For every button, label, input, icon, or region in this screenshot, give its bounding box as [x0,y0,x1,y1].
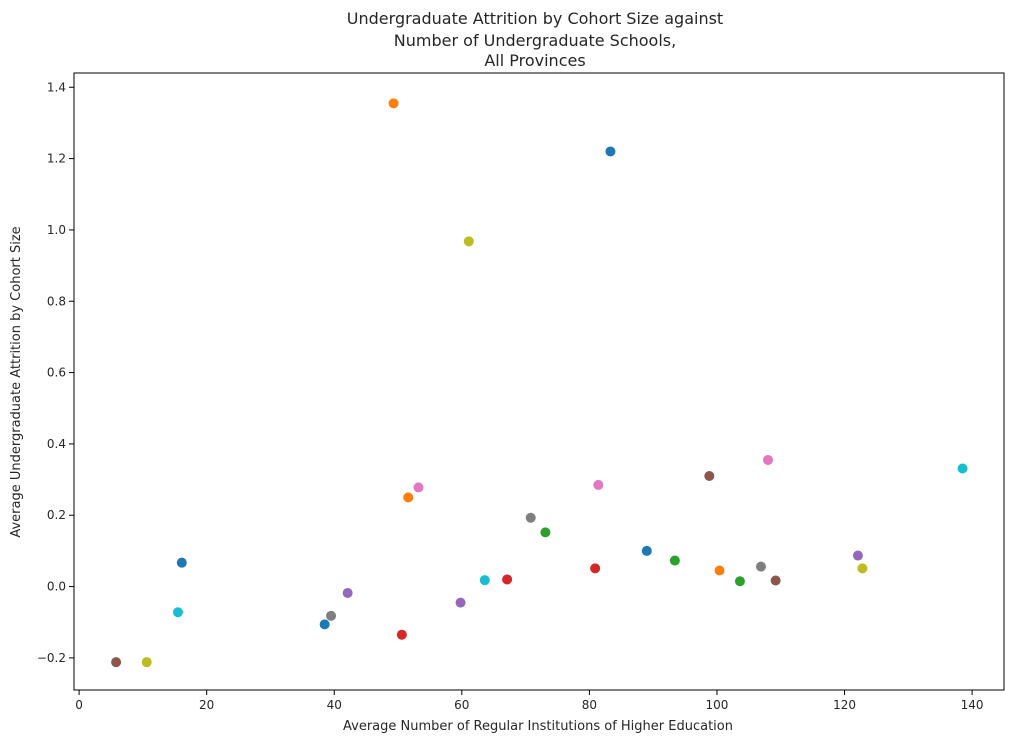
data-point [326,610,337,621]
data-point [172,607,183,618]
data-point [734,576,745,587]
data-point [525,512,536,523]
y-tick-label: 0.4 [47,437,66,451]
data-point [342,587,353,598]
y-tick-label: −0.2 [37,651,66,665]
data-point [857,563,868,574]
y-tick-label: 0.2 [47,508,66,522]
y-tick-label: 0.6 [47,366,66,380]
data-point [319,619,330,630]
data-point [455,597,466,608]
data-point [593,479,604,490]
data-point [388,98,399,109]
x-tick-label: 100 [706,698,729,712]
data-point [479,575,490,586]
y-tick-label: 1.0 [47,223,66,237]
chart-title-line-1: Undergraduate Attrition by Cohort Size a… [347,9,723,28]
x-tick-label: 0 [75,698,83,712]
data-point [605,146,616,157]
x-axis-ticks: 0 20 40 60 80 100 120 140 [75,690,984,712]
data-point [403,492,414,503]
x-tick-label: 40 [327,698,342,712]
plot-frame [73,72,1005,691]
y-tick-label: 0.8 [47,294,66,308]
chart-title-line-2: Number of Undergraduate Schools, [394,31,676,50]
data-point [396,629,407,640]
data-point [463,236,474,247]
data-point [413,482,424,493]
chart-title-line-3: All Provinces [484,51,585,70]
x-axis-label: Average Number of Regular Institutions o… [343,719,733,734]
data-point [141,657,152,668]
data-point [957,463,968,474]
y-axis-ticks: −0.2 0.0 0.2 0.4 0.6 0.8 1.0 1.2 1.4 [37,80,74,665]
data-point [111,657,122,668]
data-point [852,550,863,561]
x-tick-label: 80 [582,698,597,712]
data-point [590,563,601,574]
y-axis-label: Average Undergraduate Attrition by Cohor… [9,226,24,537]
y-tick-label: 1.2 [47,152,66,166]
data-point [641,545,652,556]
y-tick-label: 1.4 [47,80,66,94]
x-tick-label: 60 [454,698,469,712]
data-points [111,98,968,668]
data-point [669,555,680,566]
data-point [540,527,551,538]
data-point [704,471,715,482]
x-tick-label: 20 [199,698,214,712]
x-tick-label: 140 [961,698,984,712]
data-point [714,565,725,576]
chart-title: Undergraduate Attrition by Cohort Size a… [347,9,723,70]
data-point [502,574,513,585]
data-point [762,454,773,465]
data-point [770,575,781,586]
data-point [176,557,187,568]
y-tick-label: 0.0 [47,580,66,594]
data-point [755,561,766,572]
x-tick-label: 120 [833,698,856,712]
